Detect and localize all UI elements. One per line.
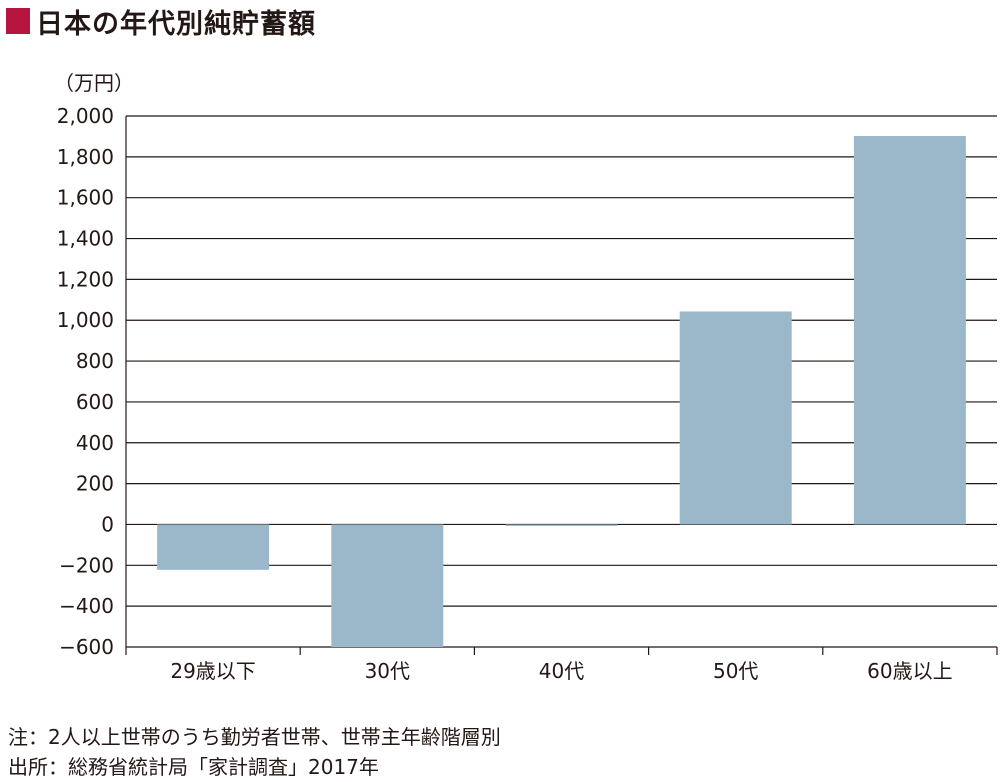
x-tick-label: 40代 xyxy=(539,659,584,683)
bar xyxy=(331,524,444,647)
y-tick-label: 0 xyxy=(101,512,114,536)
y-tick-label: 800 xyxy=(76,349,114,373)
bar xyxy=(679,311,792,525)
y-tick-label: −400 xyxy=(59,594,114,618)
y-unit-label: （万円） xyxy=(54,71,134,95)
bar xyxy=(853,136,966,525)
bar-chart: （万円） 2,000 1,800 1,600 1,400 1,200 1,000 800 600… xyxy=(54,71,998,683)
x-tick-label: 29歳以下 xyxy=(170,659,255,683)
chart-title-text: 日本の年代別純貯蓄額 xyxy=(36,8,316,40)
bar xyxy=(505,524,618,526)
source-text: 出所：総務省統計局「家計調査」2017年 xyxy=(8,755,379,779)
title-square-icon xyxy=(6,8,30,34)
chart-title: 日本の年代別純貯蓄額 xyxy=(6,4,316,40)
y-tick-label: −200 xyxy=(59,553,114,577)
note-text: 注：2人以上世帯のうち勤労者世帯、世帯主年齢階層別 xyxy=(8,725,501,749)
y-tick-label: −600 xyxy=(59,635,114,659)
y-tick-label: 400 xyxy=(76,431,114,455)
y-tick-label: 600 xyxy=(76,390,114,414)
bar xyxy=(157,524,270,570)
x-tick-label: 50代 xyxy=(713,659,758,683)
x-tick-label: 60歳以上 xyxy=(867,659,952,683)
y-tick-label: 1,400 xyxy=(57,227,114,251)
y-tick-label: 1,800 xyxy=(57,145,114,169)
y-tick-label: 2,000 xyxy=(57,104,114,128)
y-tick-label: 1,600 xyxy=(57,186,114,210)
x-tick-label: 30代 xyxy=(365,659,410,683)
y-tick-label: 1,000 xyxy=(57,308,114,332)
y-tick-label: 1,200 xyxy=(57,267,114,291)
y-tick-label: 200 xyxy=(76,472,114,496)
chart-notes: 注：2人以上世帯のうち勤労者世帯、世帯主年齢階層別 出所：総務省統計局「家計調査… xyxy=(8,722,501,782)
